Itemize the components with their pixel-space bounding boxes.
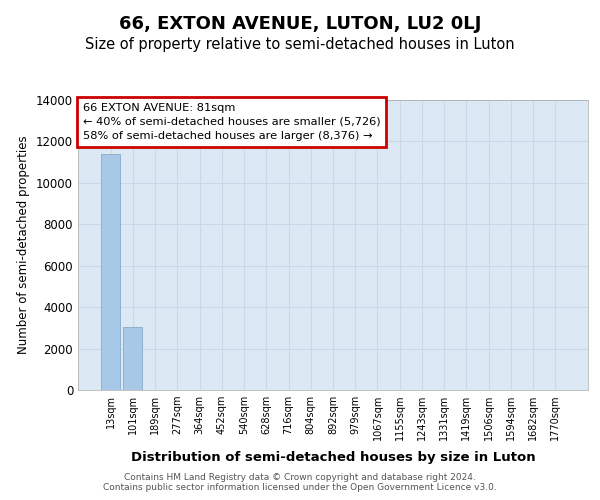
Text: 66, EXTON AVENUE, LUTON, LU2 0LJ: 66, EXTON AVENUE, LUTON, LU2 0LJ <box>119 15 481 33</box>
Text: Size of property relative to semi-detached houses in Luton: Size of property relative to semi-detach… <box>85 38 515 52</box>
Text: Contains HM Land Registry data © Crown copyright and database right 2024.: Contains HM Land Registry data © Crown c… <box>124 474 476 482</box>
Text: Contains public sector information licensed under the Open Government Licence v3: Contains public sector information licen… <box>103 484 497 492</box>
Bar <box>124 327 142 390</box>
X-axis label: Distribution of semi-detached houses by size in Luton: Distribution of semi-detached houses by … <box>131 452 535 464</box>
Y-axis label: Number of semi-detached properties: Number of semi-detached properties <box>17 136 31 354</box>
Text: 66 EXTON AVENUE: 81sqm
← 40% of semi-detached houses are smaller (5,726)
58% of : 66 EXTON AVENUE: 81sqm ← 40% of semi-det… <box>83 103 381 141</box>
Bar <box>101 154 120 390</box>
